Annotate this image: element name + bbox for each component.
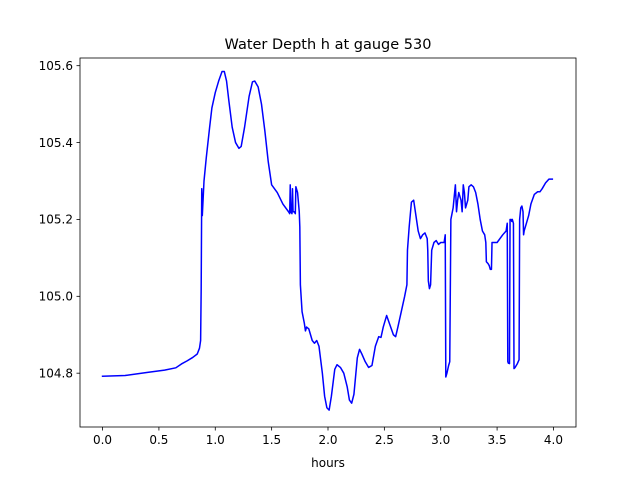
x-tick-label: 1.5 bbox=[262, 433, 281, 447]
plot-area: 0.0 0.5 1.0 1.5 2.0 2.5 3.0 3.5 4.0 104.8 105.0 105… bbox=[39, 57, 577, 447]
x-tick-label: 3.5 bbox=[488, 433, 507, 447]
x-axis-label: hours bbox=[311, 456, 345, 470]
y-tick-label: 105.4 bbox=[39, 136, 73, 150]
y-tick-label: 105.2 bbox=[39, 213, 73, 227]
x-tick-label: 1.0 bbox=[206, 433, 225, 447]
y-tick-label: 104.8 bbox=[39, 366, 73, 380]
x-tick-label: 2.5 bbox=[375, 433, 394, 447]
x-tick-label: 0.0 bbox=[93, 433, 112, 447]
x-tick-label: 3.0 bbox=[431, 433, 450, 447]
x-tick-label: 2.0 bbox=[318, 433, 337, 447]
series-line-0 bbox=[101, 70, 554, 411]
x-tick-label: 4.0 bbox=[544, 433, 563, 447]
chart-title: Water Depth h at gauge 530 bbox=[225, 37, 432, 53]
x-tick-label: 0.5 bbox=[149, 433, 168, 447]
y-tick-label: 105.6 bbox=[39, 59, 73, 73]
y-tick-label: 105.0 bbox=[39, 290, 73, 304]
